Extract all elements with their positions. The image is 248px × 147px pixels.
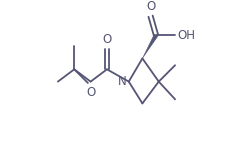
Text: O: O xyxy=(102,33,112,46)
Polygon shape xyxy=(142,34,158,58)
Text: O: O xyxy=(146,0,155,14)
Text: N: N xyxy=(118,75,127,88)
Text: OH: OH xyxy=(177,29,195,42)
Text: O: O xyxy=(86,86,95,99)
